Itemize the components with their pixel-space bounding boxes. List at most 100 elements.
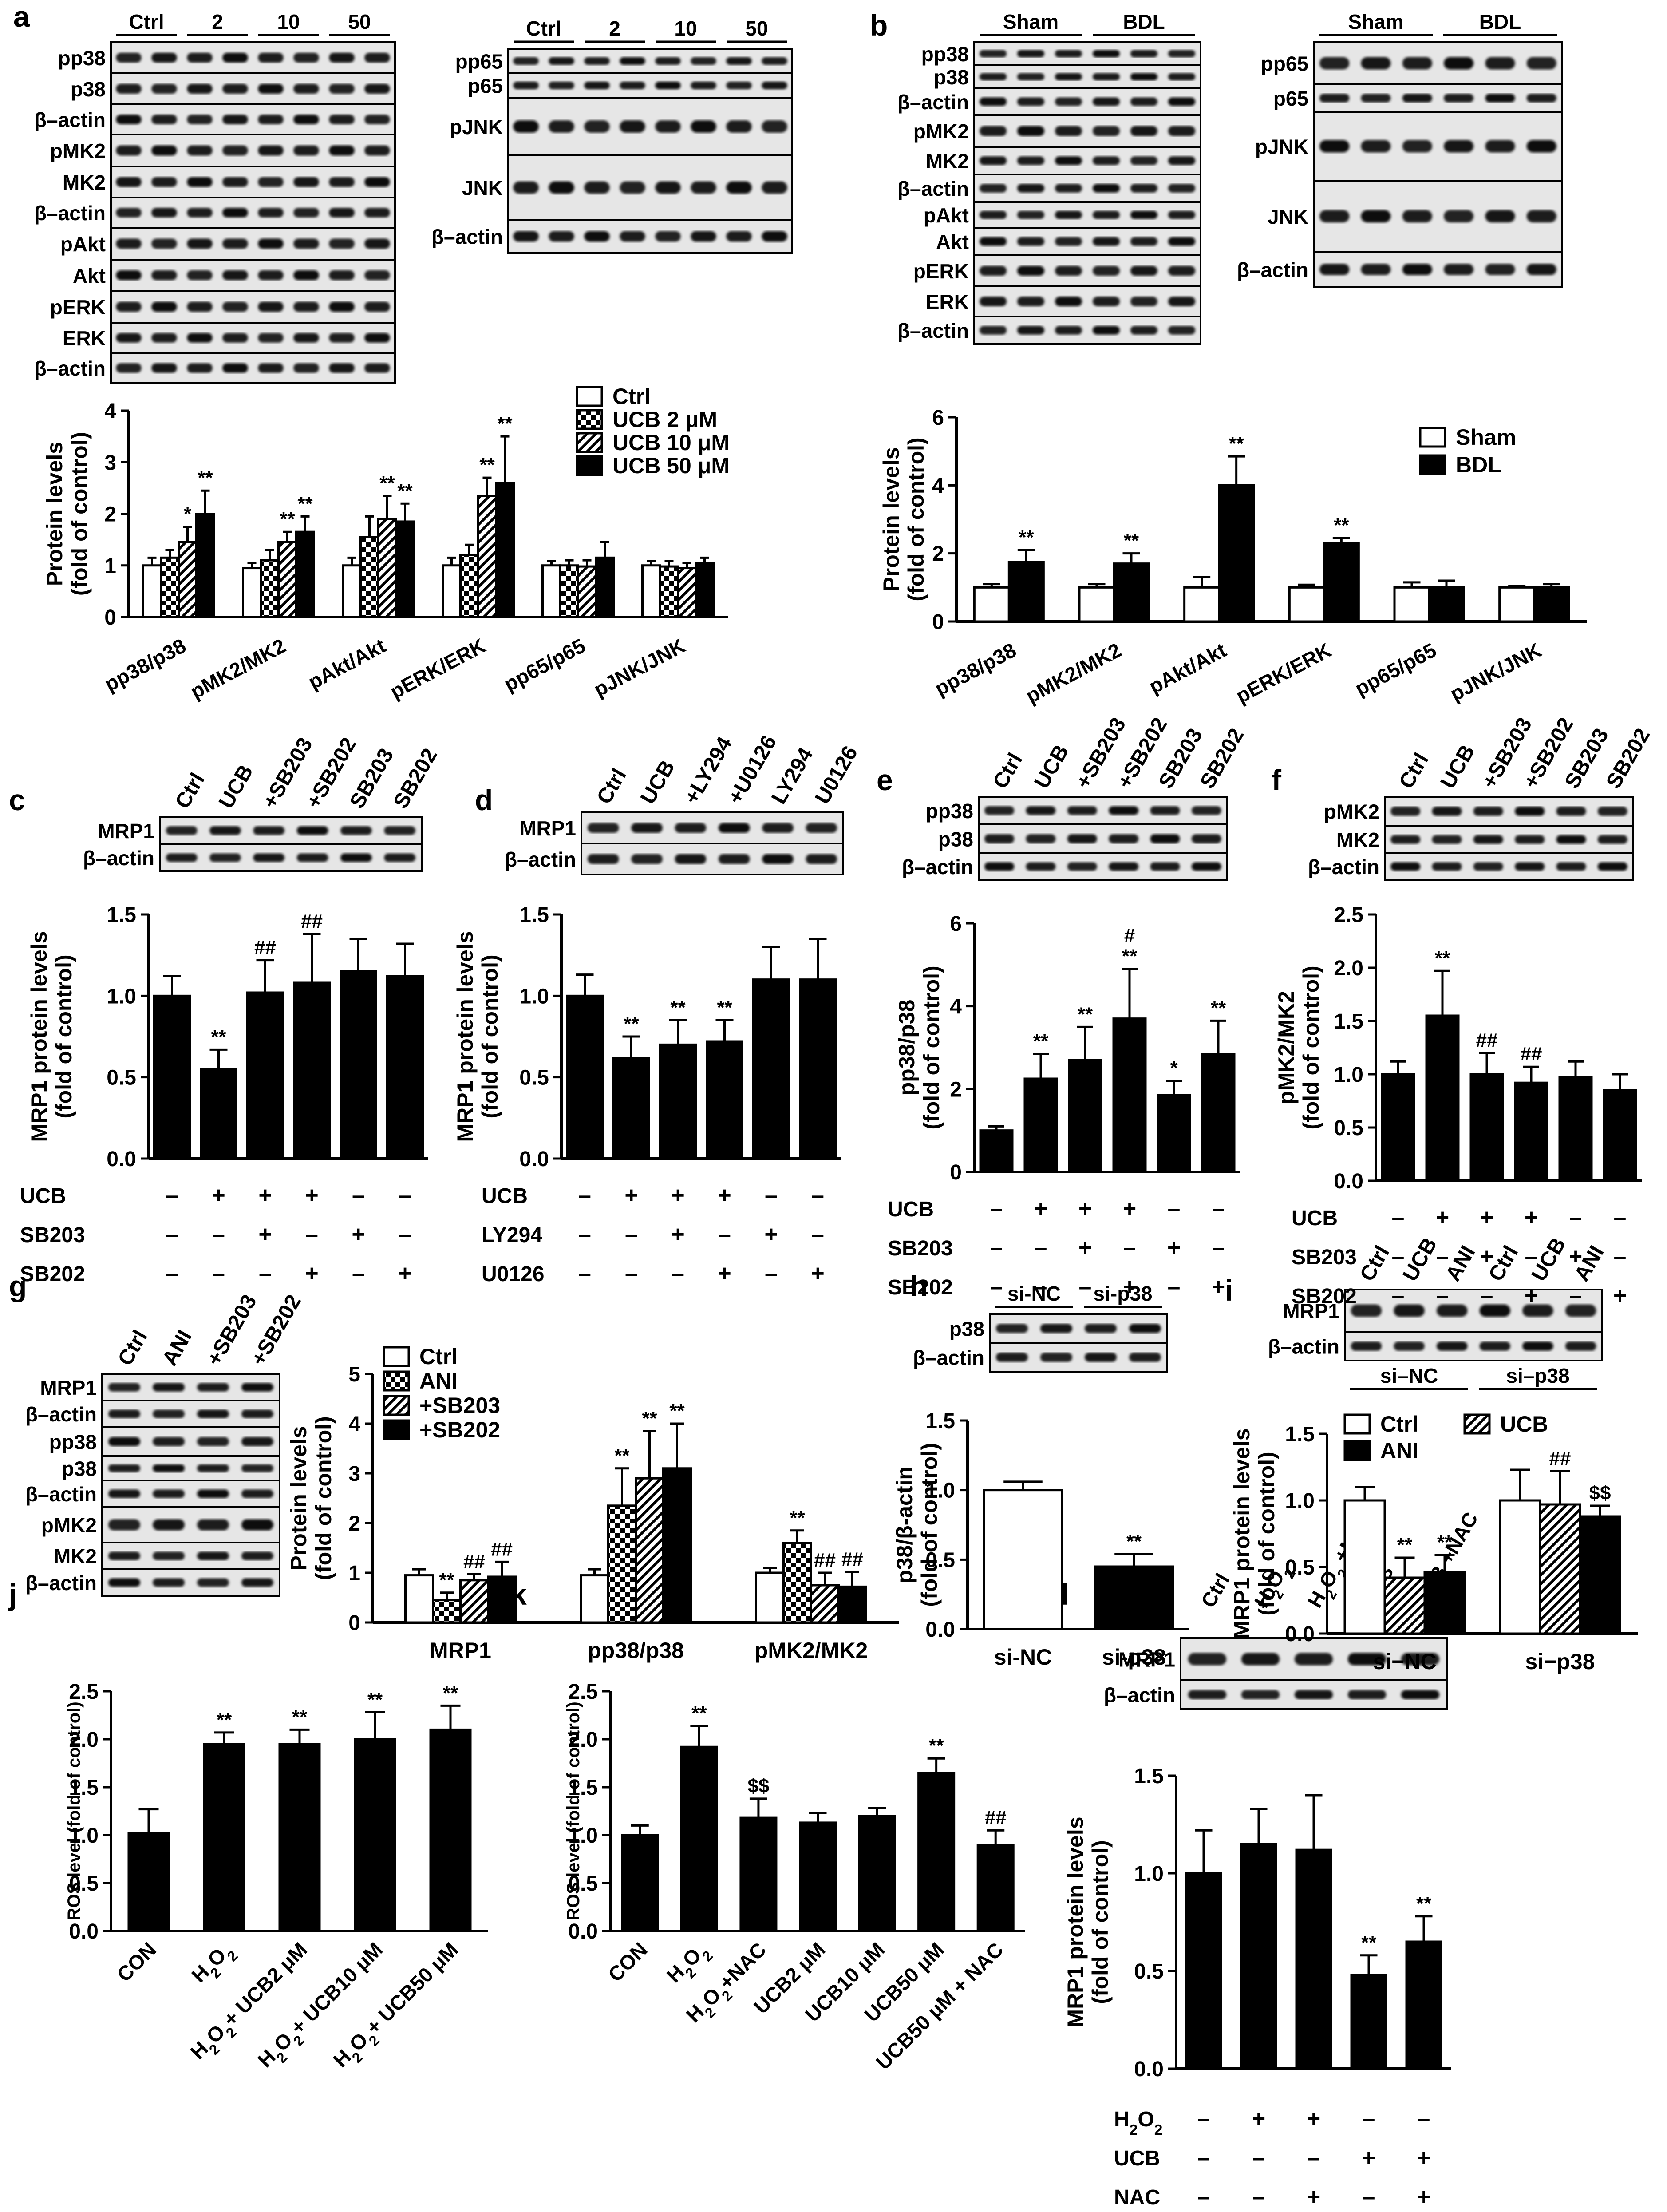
- y-tick-label: 3: [104, 451, 116, 475]
- x-tick-label: pJNK/JNK: [590, 634, 689, 701]
- blot-band: [1055, 184, 1082, 193]
- bar: [1539, 1503, 1581, 1635]
- x-tick-label: pERK/ERK: [1232, 638, 1335, 708]
- y-tick-label: 2.5: [568, 1680, 598, 1704]
- blot-row-label: pMK2: [50, 139, 106, 162]
- y-tick-label: 4: [348, 1413, 360, 1436]
- blot-row-label: p38: [938, 828, 973, 851]
- bar: [1218, 484, 1255, 623]
- blot-band: [329, 238, 355, 249]
- y-tick-label: 0.5: [1134, 1960, 1164, 1983]
- blot-band: [762, 181, 787, 194]
- blot-band: [691, 81, 716, 90]
- y-tick-label: 0.0: [568, 1920, 598, 1943]
- blot-band: [258, 301, 284, 312]
- blot-band: [364, 301, 390, 312]
- treatment-sign: +: [1307, 2106, 1320, 2132]
- blot-strip: [973, 87, 1201, 116]
- blot-band: [187, 208, 213, 218]
- blot-band: [1017, 156, 1045, 165]
- blot-band: [222, 208, 248, 218]
- data-label: ##: [1521, 1043, 1542, 1065]
- bar: [1113, 562, 1150, 623]
- legend-i-label: ANI: [1380, 1438, 1418, 1463]
- x-tick-label: pMK2/MK2: [1022, 638, 1125, 708]
- blot-band: [1319, 264, 1350, 275]
- blot-band: [222, 270, 248, 281]
- blot-band: [1432, 835, 1462, 844]
- x-tick-label: pMK2/MK2: [186, 634, 289, 703]
- blot-h: p38 β–actin: [913, 1313, 1168, 1373]
- blot-band: [718, 854, 750, 864]
- x-tick-label: pAkt/Akt: [1145, 638, 1230, 698]
- blot-band: [1515, 862, 1545, 871]
- blot-row-label: β–actin: [34, 202, 106, 225]
- legend-b-swatch: [1419, 427, 1446, 448]
- y-tick-label: 1.0: [925, 1479, 955, 1503]
- data-label: **: [1124, 530, 1139, 552]
- blot-row-label: pAkt: [60, 233, 106, 256]
- blot-band: [979, 184, 1007, 193]
- treatment-label: SB202: [1292, 1285, 1357, 1308]
- blot-band: [153, 1383, 185, 1392]
- x-tick-label: MRP1: [430, 1638, 491, 1663]
- blot-row-label: pMK2: [913, 120, 969, 143]
- bar: [1383, 1576, 1426, 1635]
- blot-band: [979, 326, 1007, 335]
- bar: [1094, 1565, 1174, 1630]
- bar: [1112, 1017, 1147, 1173]
- blot-band: [655, 81, 681, 90]
- blot-band: [108, 1578, 140, 1587]
- treatment-sign: +: [1436, 1205, 1449, 1231]
- treatment-sign: –: [625, 1261, 638, 1286]
- blot-band: [1017, 210, 1045, 219]
- legend-i-swatch: [1343, 1440, 1371, 1461]
- bar: [1498, 586, 1536, 623]
- blot-band: [1092, 326, 1120, 335]
- y-tick-label: 1.5: [1134, 1765, 1164, 1788]
- x-tick-label: pJNK/JNK: [1446, 638, 1545, 706]
- blot-band: [587, 854, 619, 864]
- blot-a1-group-label: Ctrl: [129, 10, 164, 33]
- x-tick-label: pp38/p38: [101, 634, 190, 696]
- blot-row-label: pERK: [50, 296, 106, 319]
- blot-band: [1473, 807, 1503, 816]
- blot-band: [222, 333, 248, 343]
- y-tick-label: 1.0: [519, 985, 549, 1008]
- y-tick-label: 1.5: [925, 1409, 955, 1433]
- blot-band: [116, 115, 142, 124]
- blot-band: [984, 806, 1015, 815]
- blot-b2-group-label: BDL: [1479, 10, 1521, 33]
- treatment-sign: –: [1212, 1196, 1225, 1222]
- blot-band: [1241, 1653, 1280, 1666]
- blot-band: [329, 52, 355, 63]
- treatment-sign: –: [1212, 1235, 1225, 1261]
- blot-band: [1092, 265, 1120, 276]
- treatment-sign: –: [578, 1261, 591, 1286]
- blot-row-label: MK2: [63, 171, 106, 194]
- treatment-label: UCB: [888, 1198, 934, 1221]
- treatment-sign: –: [1392, 1244, 1405, 1270]
- blot-band: [258, 208, 284, 218]
- y-tick-label: 2.0: [1334, 957, 1363, 980]
- chart-h: 0.0 0.5 1.0 1.5 p38/β-actin (fold of control)…: [892, 1409, 1189, 1670]
- chart-l: 0.0 0.5 1.0 1.5 MRP1 protein levels (fold of …: [1063, 1765, 1451, 2210]
- blot-band: [1390, 807, 1421, 816]
- bar: [278, 1743, 321, 1932]
- blot-g: MRP1 β–actin pp38 p38 β–actin pMK2 MK2 β–actin: [25, 1373, 280, 1597]
- chart-c: 0.0 0.5 1.0 1.5 MRP1 protein levels (fold of …: [20, 903, 428, 1286]
- treatment-sign: +: [718, 1261, 731, 1286]
- y-tick-label: 0.5: [1334, 1116, 1363, 1140]
- data-label: **: [1019, 526, 1034, 548]
- blot-b2: pp65 p65 pJNK JNK β–actin: [1237, 41, 1563, 288]
- blot-i-group-label: si–NC: [1380, 1364, 1438, 1387]
- blot-band: [209, 853, 241, 862]
- blot-row-label: β–actin: [897, 319, 969, 342]
- y-tick-label: 0.5: [1285, 1556, 1315, 1579]
- blot-row-label: ERK: [63, 327, 106, 350]
- bar: [1499, 1499, 1541, 1635]
- data-label: **: [1211, 997, 1226, 1019]
- treatment-sign: –: [1481, 1283, 1493, 1309]
- x-tick-label: H2O2: [187, 1938, 241, 1992]
- blot-band: [1473, 862, 1503, 871]
